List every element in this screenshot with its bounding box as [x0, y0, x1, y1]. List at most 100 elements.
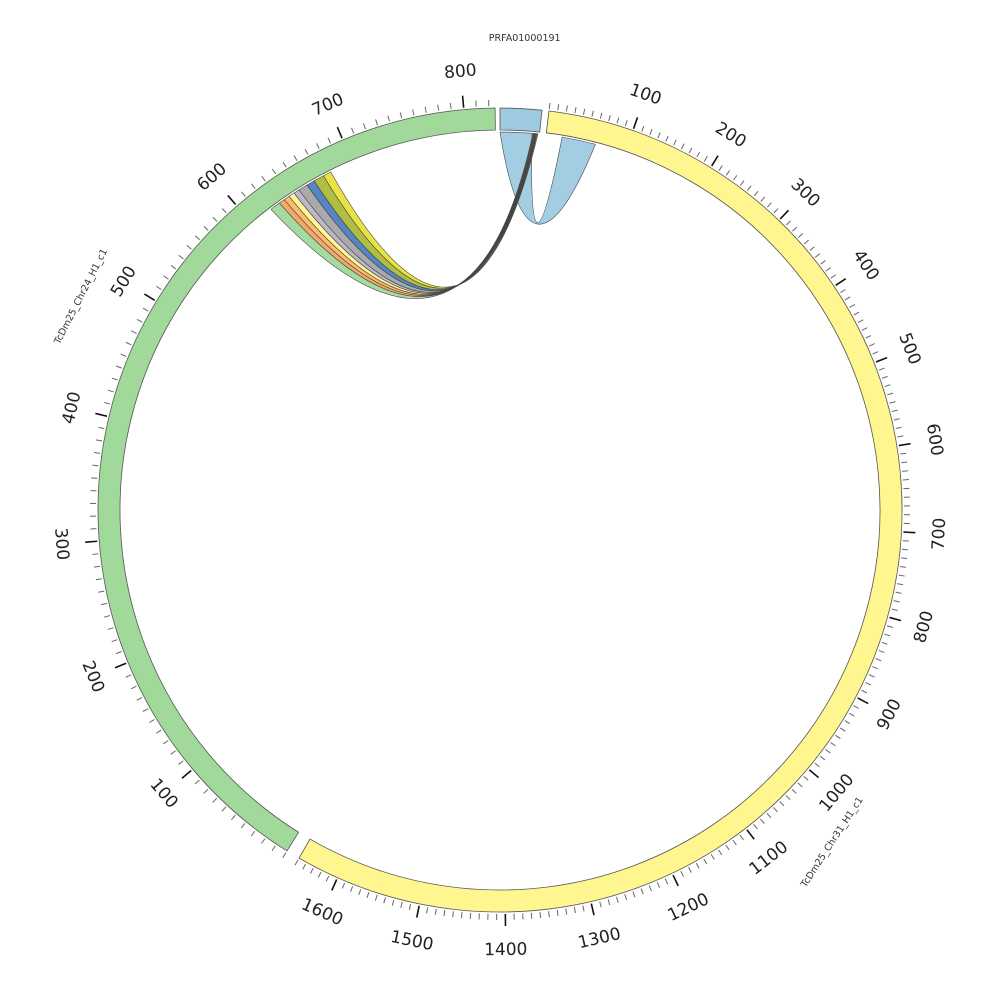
tick-mark	[104, 615, 111, 618]
tick-mark	[582, 108, 586, 115]
ticks-layer	[85, 95, 916, 926]
tick-label: 1200	[665, 889, 713, 926]
tick-mark	[95, 439, 103, 442]
tick-mark	[869, 343, 875, 347]
tick-mark	[327, 137, 331, 144]
tick-mark	[725, 170, 731, 176]
tick-mark	[825, 267, 831, 272]
tick-mark	[325, 875, 330, 882]
tick-mark	[718, 849, 723, 856]
tick-mark	[363, 123, 366, 130]
tick-mark	[641, 125, 645, 132]
tick-mark	[872, 666, 879, 670]
tick-label: 1600	[298, 895, 346, 931]
tick-mark	[649, 129, 653, 135]
tick-mark	[437, 104, 440, 111]
tick-mark	[136, 697, 143, 701]
tick-mark	[624, 894, 628, 901]
tick-mark	[149, 718, 155, 723]
tick-mark	[92, 464, 99, 467]
tick-mark	[212, 797, 218, 803]
tick-mark	[889, 616, 902, 622]
tick-mark	[640, 888, 644, 895]
tick-mark	[317, 871, 322, 878]
tick-mark	[95, 412, 108, 418]
tick-mark	[803, 239, 809, 245]
tick-mark	[746, 829, 755, 840]
tick-mark	[814, 762, 820, 768]
tick-mark	[261, 838, 266, 844]
tick-mark	[170, 750, 176, 755]
tick-mark	[632, 117, 639, 129]
tick-mark	[881, 641, 888, 645]
tick-mark	[194, 779, 200, 785]
tick-label: 300	[787, 175, 824, 212]
tick-label: 500	[107, 263, 141, 301]
tick-mark	[341, 882, 346, 889]
tick-label: 500	[894, 330, 924, 368]
tick-mark	[144, 293, 156, 301]
tick-mark	[304, 149, 309, 155]
tick-mark	[608, 114, 611, 122]
tick-mark	[760, 196, 766, 202]
tick-mark	[434, 908, 437, 915]
tick-label: 700	[309, 89, 347, 120]
tick-label: 200	[77, 658, 108, 696]
tick-mark	[136, 318, 143, 323]
tick-mark	[688, 867, 692, 873]
tick-mark	[886, 625, 893, 628]
tick-mark	[582, 905, 585, 912]
tick-mark	[443, 910, 446, 917]
tick-mark	[767, 202, 772, 208]
tick-mark	[92, 553, 99, 555]
tick-mark	[460, 912, 463, 919]
tick-mark	[753, 824, 758, 830]
tick-mark	[825, 748, 831, 754]
tick-mark	[408, 903, 412, 910]
tick-mark	[186, 244, 192, 250]
tick-mark	[599, 112, 603, 119]
tick-mark	[753, 191, 759, 197]
tick-mark	[861, 327, 868, 331]
tick-mark	[98, 590, 105, 593]
tick-mark	[732, 839, 737, 846]
tick-mark	[162, 740, 169, 745]
tick-mark	[607, 899, 611, 906]
tick-mark	[350, 885, 354, 892]
tick-mark	[104, 401, 111, 405]
tick-label: 800	[910, 609, 938, 646]
tick-mark	[895, 426, 902, 429]
tick-mark	[573, 907, 576, 914]
tick-mark	[399, 112, 403, 119]
tick-mark	[142, 307, 149, 312]
tick-mark	[358, 889, 362, 896]
tick-mark	[786, 220, 791, 226]
tick-mark	[665, 135, 669, 142]
tick-mark	[820, 260, 826, 265]
tick-mark	[426, 907, 429, 914]
tick-mark	[696, 151, 701, 158]
tick-mark	[785, 795, 791, 801]
tick-mark	[336, 126, 343, 139]
tick-mark	[853, 705, 859, 709]
tick-mark	[203, 788, 209, 794]
segments-layer	[97, 107, 903, 913]
tick-label: 100	[627, 80, 664, 110]
tick-mark	[703, 858, 708, 865]
tick-mark	[565, 105, 568, 112]
tick-mark	[900, 452, 907, 455]
tick-mark	[250, 830, 256, 837]
labels-layer: 1002003004005006007008009001000110012001…	[50, 33, 950, 960]
tick-mark	[178, 760, 184, 765]
tick-label: 1100	[746, 837, 792, 879]
tick-mark	[849, 303, 855, 308]
tick-mark	[400, 901, 403, 908]
tick-mark	[656, 881, 661, 888]
tick-mark	[902, 548, 909, 551]
tick-mark	[351, 127, 355, 134]
tick-mark	[565, 908, 568, 915]
link-ribbon	[323, 133, 539, 289]
tick-mark	[387, 115, 390, 122]
tick-mark	[203, 226, 209, 231]
